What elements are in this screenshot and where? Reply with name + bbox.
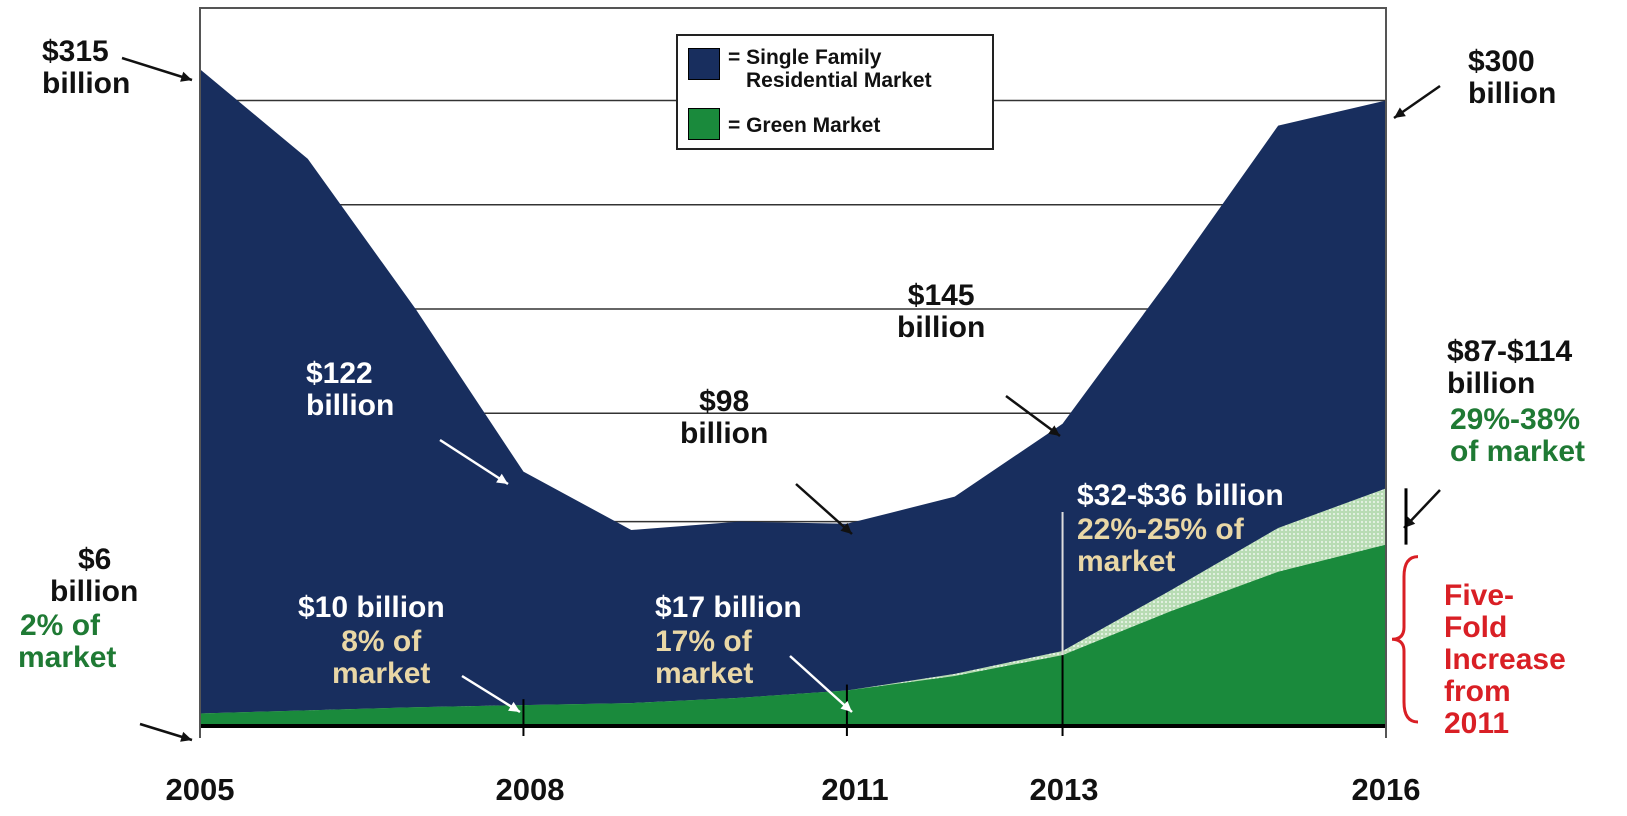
annotation-87-114-billion: $87-$114 billion	[1447, 335, 1573, 400]
legend-swatch-residential	[688, 48, 720, 80]
annotation-29-38-percent: 29%-38% of market	[1450, 403, 1586, 468]
annotation-8-percent-market: 8% of market	[332, 625, 431, 690]
annotation-300-billion: $300 billion	[1468, 45, 1557, 110]
series-area-residential	[200, 69, 1386, 727]
annotation-17-percent-market: 17% of market	[655, 625, 754, 690]
arrow-head	[840, 522, 852, 534]
annotation-22-25-percent-market: 22%-25% of market	[1077, 513, 1244, 578]
x-tick-label: 2016	[1351, 772, 1421, 807]
annotation-arrow	[789, 655, 853, 713]
arrow-head	[508, 701, 520, 712]
five-fold-brace	[1391, 555, 1419, 724]
x-tick-label: 2005	[165, 772, 235, 807]
annotation-2-percent-market: 2% of market	[18, 609, 117, 674]
x-tick-label: 2013	[1029, 772, 1099, 807]
annotation-10-billion: $10 billion	[298, 591, 445, 624]
arrow-head	[840, 700, 852, 712]
annotation-arrow	[1005, 394, 1061, 438]
annotation-32-36-billion: $32-$36 billion	[1077, 479, 1284, 512]
annotation-98-billion: $98 billion	[680, 385, 769, 450]
x-tick-label: 2011	[821, 772, 889, 807]
legend-label-green: = Green Market	[728, 114, 881, 137]
legend-label-residential: = Single Family Residential Market	[728, 46, 932, 92]
x-tick-label: 2008	[495, 772, 565, 807]
annotation-315-billion: $315 billion	[42, 35, 131, 100]
arrow-head	[1394, 107, 1406, 118]
legend-swatch-green	[688, 108, 720, 140]
annotation-arrow	[121, 56, 193, 82]
annotation-arrow	[461, 674, 521, 714]
annotation-arrow	[439, 438, 509, 486]
arrow-head	[496, 473, 508, 484]
arrow-head	[1048, 425, 1060, 436]
annotation-122-billion: $122 billion	[306, 357, 395, 422]
annotation-17-billion: $17 billion	[655, 591, 802, 624]
annotation-five-fold-increase: Five- Fold Increase from 2011	[1444, 579, 1566, 740]
chart-legend: = Single Family Residential Market = Gre…	[676, 34, 994, 150]
arrow-head	[180, 731, 192, 742]
series-area-green	[200, 544, 1386, 726]
annotation-6-billion: $6 billion	[50, 543, 139, 608]
arrow-head	[180, 71, 192, 82]
annotation-arrow	[795, 483, 853, 535]
annotation-145-billion: $145 billion	[897, 279, 986, 344]
